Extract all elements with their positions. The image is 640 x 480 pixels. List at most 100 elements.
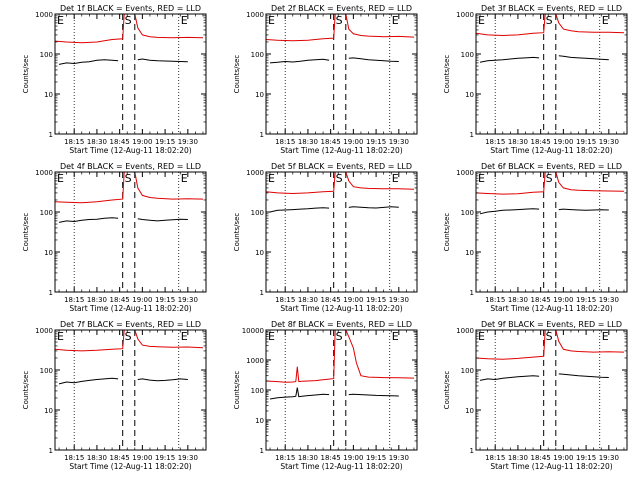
region-label-e: E [268, 14, 275, 27]
y-tick-label: 100 [251, 209, 264, 217]
x-axis-label: Start Time (12-Aug-11 18:02:20) [69, 146, 191, 155]
y-tick-label: 1000 [456, 327, 474, 335]
x-tick-label: 18:15 [64, 138, 84, 146]
y-axis-label: Counts/sec [233, 55, 241, 94]
x-tick-label: 18:15 [64, 454, 84, 462]
x-tick-label: 19:00 [553, 296, 573, 304]
x-tick-label: 18:30 [87, 296, 107, 304]
x-tick-label: 19:30 [389, 138, 409, 146]
region-label-e: E [602, 330, 609, 343]
region-label-e: E [181, 14, 188, 27]
y-axis-label: Counts/sec [22, 371, 30, 410]
series-events-line [269, 387, 330, 400]
y-tick-label: 1 [260, 289, 264, 297]
y-tick-label: 10 [465, 91, 474, 99]
plot-frame [265, 13, 418, 135]
series-events-line [479, 375, 540, 381]
series-events-line [137, 58, 188, 63]
series-lld-line [55, 172, 204, 204]
y-tick-label: 1000 [456, 169, 474, 177]
x-tick-label: 18:30 [87, 138, 107, 146]
y-tick-label: 1 [49, 131, 53, 139]
x-tick-label: 19:00 [132, 454, 152, 462]
x-tick-label: 18:15 [275, 296, 295, 304]
y-tick-label: 1 [260, 447, 264, 455]
series-events-line [269, 58, 330, 64]
region-label-s: S [125, 172, 132, 185]
series-events-line [58, 377, 119, 385]
region-label-e: E [602, 172, 609, 185]
y-tick-label: 10 [255, 91, 264, 99]
series-events-line [479, 56, 540, 63]
x-tick-label: 18:30 [87, 454, 107, 462]
panel-title: Det 9f BLACK = Events, RED = LLD [481, 320, 622, 329]
panel-title: Det 6f BLACK = Events, RED = LLD [481, 162, 622, 171]
panel-title: Det 5f BLACK = Events, RED = LLD [271, 162, 412, 171]
x-tick-label: 18:30 [298, 296, 318, 304]
x-axis-label: Start Time (12-Aug-11 18:02:20) [69, 462, 191, 471]
y-axis-label: Counts/sec [443, 55, 451, 94]
x-tick-label: 19:30 [178, 454, 198, 462]
region-label-s: S [125, 330, 132, 343]
y-axis-label: Counts/sec [22, 55, 30, 94]
series-group [55, 172, 204, 223]
y-tick-label: 10000 [242, 327, 264, 335]
x-tick-label: 19:15 [366, 296, 386, 304]
region-label-s: S [546, 330, 553, 343]
y-tick-label: 1000 [35, 327, 53, 335]
y-tick-label: 1000 [246, 169, 264, 177]
plot-frame [54, 329, 207, 451]
x-tick-label: 18:15 [275, 454, 295, 462]
x-tick-label: 18:45 [531, 138, 551, 146]
plot-frame [54, 171, 207, 293]
plot-frame [475, 13, 628, 135]
y-tick-label: 10 [44, 407, 53, 415]
x-tick-label: 18:30 [508, 296, 528, 304]
x-tick-label: 18:15 [485, 454, 505, 462]
y-tick-label: 1 [470, 131, 474, 139]
series-events-line [348, 206, 399, 209]
region-label-s: S [336, 330, 343, 343]
series-events-line [137, 218, 188, 222]
y-tick-label: 1 [49, 447, 53, 455]
y-tick-label: 1000 [35, 11, 53, 19]
x-tick-label: 19:15 [576, 454, 596, 462]
x-tick-label: 19:15 [155, 454, 175, 462]
series-lld-line [55, 330, 204, 352]
series-events-line [558, 208, 609, 211]
y-tick-label: 1000 [246, 357, 264, 365]
y-tick-label: 100 [251, 387, 264, 395]
series-lld-line [266, 14, 415, 42]
y-tick-label: 100 [40, 209, 53, 217]
y-axis-label: Counts/sec [443, 213, 451, 252]
x-tick-label: 19:15 [155, 138, 175, 146]
region-label-s: S [546, 14, 553, 27]
x-tick-label: 19:30 [599, 296, 619, 304]
y-tick-label: 1 [260, 131, 264, 139]
series-events-line [348, 393, 399, 397]
x-tick-label: 18:30 [508, 138, 528, 146]
series-group [266, 14, 415, 64]
x-tick-label: 19:00 [553, 454, 573, 462]
series-events-line [137, 378, 188, 382]
panel-title: Det 8f BLACK = Events, RED = LLD [271, 320, 412, 329]
region-label-e: E [602, 14, 609, 27]
series-events-line [58, 59, 119, 65]
region-label-e: E [57, 172, 64, 185]
y-tick-label: 100 [40, 367, 53, 375]
region-label-e: E [392, 172, 399, 185]
region-label-e: E [392, 14, 399, 27]
y-tick-label: 1 [470, 447, 474, 455]
x-axis-label: Start Time (12-Aug-11 18:02:20) [280, 462, 402, 471]
x-tick-label: 19:15 [576, 296, 596, 304]
x-axis-label: Start Time (12-Aug-11 18:02:20) [280, 146, 402, 155]
